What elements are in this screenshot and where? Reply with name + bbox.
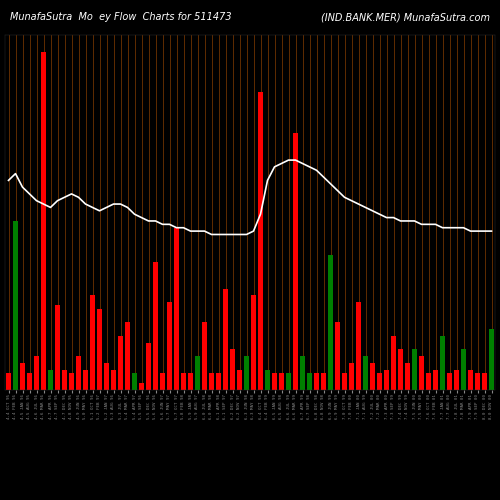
Bar (167, 302, 172, 390)
Bar (195, 356, 200, 390)
Bar (41, 52, 46, 390)
Bar (209, 373, 214, 390)
Bar (426, 373, 431, 390)
Bar (6, 373, 11, 390)
Bar (489, 329, 494, 390)
Bar (349, 363, 354, 390)
Bar (482, 373, 487, 390)
Bar (62, 370, 67, 390)
Bar (104, 363, 109, 390)
Bar (244, 356, 249, 390)
Bar (223, 288, 228, 390)
Text: (IND.BANK.MER) MunafaSutra.com: (IND.BANK.MER) MunafaSutra.com (321, 12, 490, 22)
Text: MunafaSutra  Mo  ey Flow  Charts for 511473: MunafaSutra Mo ey Flow Charts for 511473 (10, 12, 232, 22)
Bar (279, 373, 284, 390)
Bar (97, 309, 102, 390)
Bar (27, 373, 32, 390)
Bar (153, 262, 158, 390)
Bar (384, 370, 389, 390)
Bar (216, 373, 221, 390)
Bar (48, 370, 53, 390)
Bar (286, 373, 291, 390)
Bar (55, 306, 60, 390)
Bar (76, 356, 81, 390)
Bar (160, 373, 165, 390)
Bar (181, 373, 186, 390)
Bar (188, 373, 193, 390)
Bar (454, 370, 459, 390)
Bar (258, 92, 263, 390)
Bar (447, 373, 452, 390)
Bar (433, 370, 438, 390)
Bar (475, 373, 480, 390)
Bar (468, 370, 473, 390)
Bar (34, 356, 39, 390)
Bar (90, 296, 95, 390)
Bar (139, 383, 144, 390)
Bar (251, 296, 256, 390)
Bar (13, 221, 18, 390)
Bar (356, 302, 361, 390)
Bar (328, 255, 333, 390)
Bar (293, 133, 298, 390)
Bar (202, 322, 207, 390)
Bar (370, 363, 375, 390)
Bar (307, 373, 312, 390)
Bar (335, 322, 340, 390)
Bar (132, 373, 137, 390)
Bar (440, 336, 445, 390)
Bar (118, 336, 123, 390)
Bar (111, 370, 116, 390)
Bar (377, 373, 382, 390)
Bar (342, 373, 347, 390)
Bar (146, 342, 151, 390)
Bar (83, 370, 88, 390)
Bar (230, 350, 235, 390)
Bar (321, 373, 326, 390)
Bar (363, 356, 368, 390)
Bar (398, 350, 403, 390)
Bar (461, 350, 466, 390)
Bar (405, 363, 410, 390)
Bar (69, 373, 74, 390)
Bar (237, 370, 242, 390)
Bar (412, 350, 417, 390)
Bar (272, 373, 277, 390)
Bar (174, 228, 179, 390)
Bar (419, 356, 424, 390)
Bar (314, 373, 319, 390)
Bar (300, 356, 305, 390)
Bar (20, 363, 25, 390)
Bar (391, 336, 396, 390)
Bar (125, 322, 130, 390)
Bar (265, 370, 270, 390)
